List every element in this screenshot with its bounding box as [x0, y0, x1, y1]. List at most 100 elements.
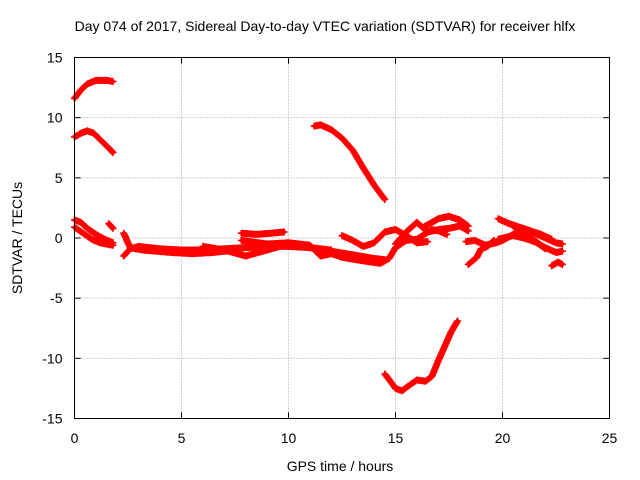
data-point [81, 231, 85, 235]
chart-title: Day 074 of 2017, Sidereal Day-to-day VTE… [75, 18, 576, 34]
x-tick-label: 15 [388, 430, 404, 446]
data-point [383, 197, 387, 202]
data-point [372, 183, 376, 187]
data-point [79, 220, 83, 225]
data-point [111, 226, 115, 231]
series-arc-dip [381, 317, 462, 395]
data-point [350, 148, 355, 152]
data-point [549, 263, 554, 268]
data-point [89, 237, 94, 242]
data-series [71, 76, 566, 395]
data-point [383, 372, 387, 376]
data-point [190, 251, 194, 256]
data-point [239, 238, 244, 243]
data-point [393, 227, 398, 232]
data-point [543, 247, 548, 251]
data-point [425, 239, 430, 244]
data-point [549, 237, 554, 242]
x-tick-label: 0 [71, 430, 79, 446]
data-point [111, 79, 115, 84]
data-point [265, 242, 269, 246]
data-point [85, 82, 90, 86]
data-point [98, 241, 102, 245]
data-point [104, 78, 109, 83]
data-point [312, 124, 316, 128]
data-point [455, 319, 460, 323]
data-point [466, 228, 471, 233]
data-point [91, 131, 96, 136]
data-point [128, 245, 132, 250]
data-point [372, 241, 376, 245]
data-point [393, 245, 398, 250]
data-point [106, 221, 111, 226]
data-point [430, 374, 434, 379]
data-point [121, 254, 126, 258]
series-arc-decline [310, 121, 389, 203]
data-point [94, 232, 98, 237]
data-point [522, 232, 526, 237]
data-point [404, 230, 409, 234]
data-point [436, 227, 441, 232]
data-point [532, 238, 537, 243]
series-arc-mid-4 [237, 228, 288, 238]
data-point [442, 344, 447, 349]
data-point [554, 250, 558, 255]
data-point [466, 262, 471, 267]
data-point [436, 358, 441, 363]
data-point [511, 224, 515, 228]
data-point [496, 237, 501, 242]
data-point [421, 225, 426, 229]
data-point [282, 230, 287, 234]
series-arc-mid-8 [419, 212, 472, 231]
data-point [539, 232, 543, 237]
axis-ticks: 0 5 10 15 20 25 -15 -10 -5 0 5 10 15 [42, 50, 617, 447]
data-point [387, 256, 391, 261]
data-point [389, 380, 394, 385]
y-axis-label: SDTVAR / TECUs [9, 182, 25, 294]
data-point [318, 123, 323, 127]
data-point [464, 239, 468, 244]
x-tick-label: 5 [178, 430, 186, 446]
data-point [496, 216, 501, 221]
y-tick-label: -5 [50, 290, 63, 306]
data-point [400, 389, 404, 393]
x-tick-label: 10 [281, 430, 297, 446]
data-point [528, 228, 533, 233]
x-tick-label: 20 [495, 430, 511, 446]
data-point [265, 248, 269, 252]
y-tick-label: 0 [55, 230, 63, 246]
series-arc-late-5 [509, 222, 549, 253]
data-point [361, 166, 366, 171]
data-point [507, 221, 511, 226]
data-point [447, 214, 451, 219]
data-point [447, 226, 451, 231]
data-point [141, 248, 145, 252]
data-point [560, 262, 565, 267]
data-point [423, 379, 428, 383]
data-point [485, 244, 490, 249]
data-point [393, 386, 398, 391]
data-point [79, 88, 83, 92]
data-point [94, 78, 98, 83]
data-point [201, 244, 205, 249]
series-arc-late-2 [464, 236, 498, 268]
data-point [361, 259, 366, 263]
data-point [475, 255, 479, 260]
series-arc-late-6 [548, 258, 566, 270]
data-point [479, 247, 483, 251]
data-point [445, 232, 449, 237]
data-point [85, 226, 90, 231]
data-point [554, 241, 558, 245]
data-point [243, 254, 248, 258]
series-arc-early-c [105, 220, 117, 232]
data-point [269, 231, 274, 235]
data-point [556, 260, 560, 264]
data-point [457, 224, 462, 228]
data-point [111, 243, 115, 248]
data-point [329, 127, 334, 132]
data-point [415, 220, 419, 225]
data-point [340, 233, 344, 238]
y-tick-label: 10 [47, 110, 63, 126]
data-point [436, 216, 441, 221]
